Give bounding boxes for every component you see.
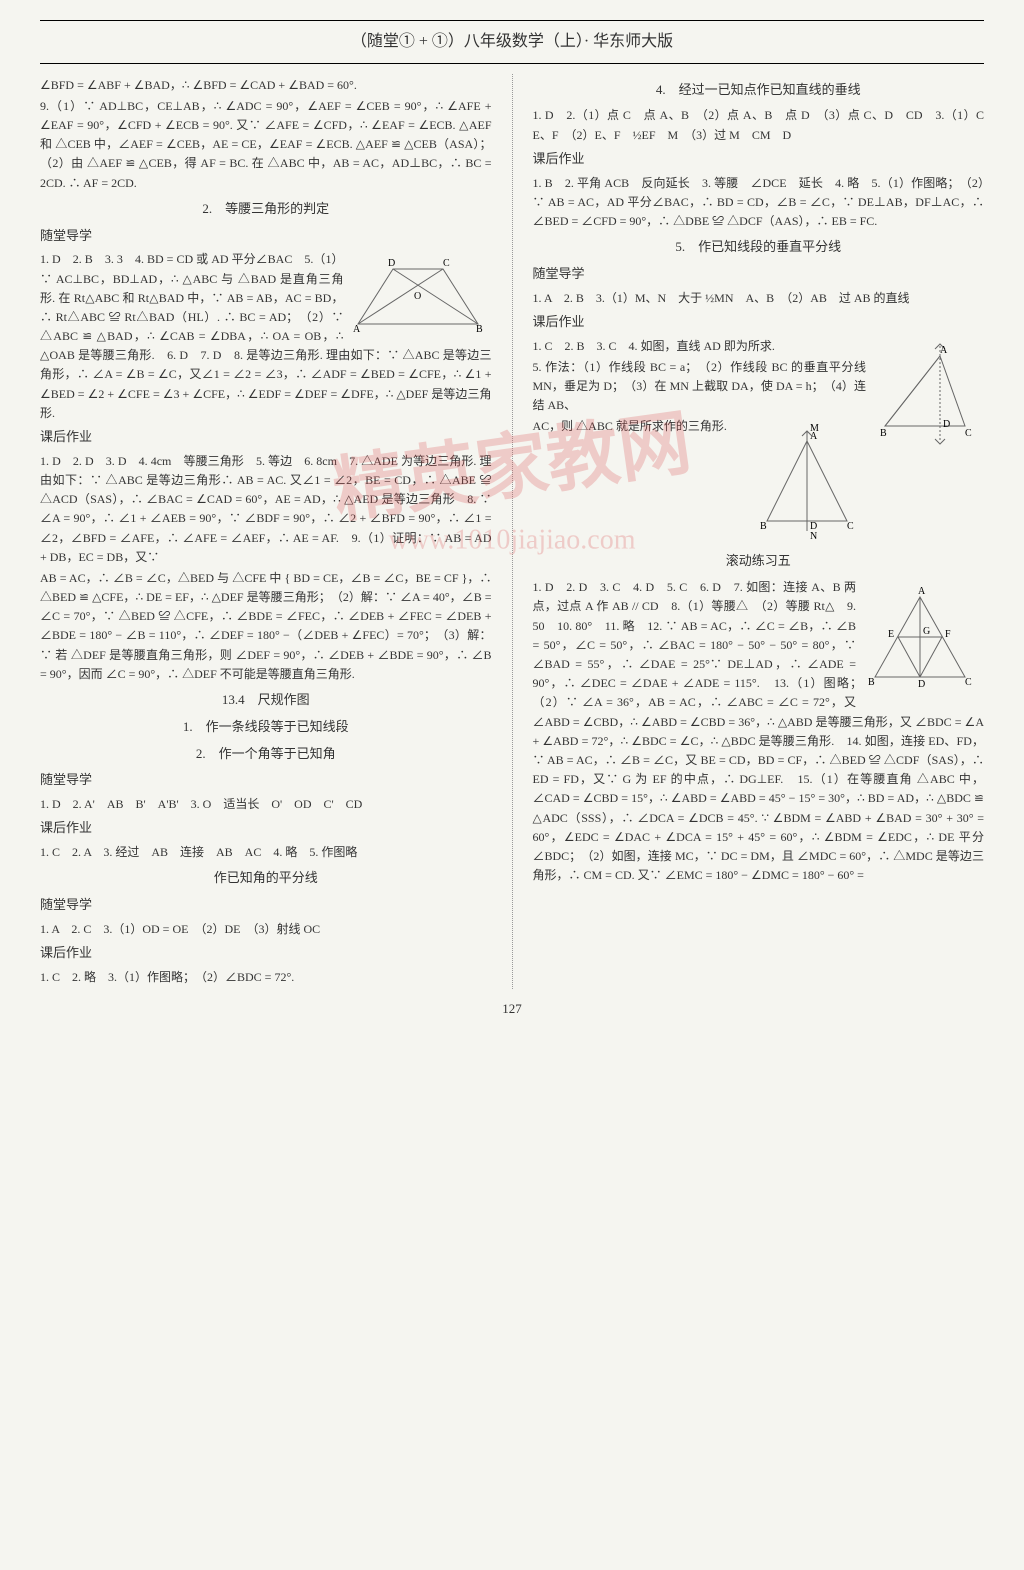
svg-text:D: D <box>918 679 925 690</box>
svg-text:B: B <box>868 677 875 688</box>
subsection-label: 课后作业 <box>40 943 492 964</box>
subsection-label: 随堂导学 <box>40 226 492 247</box>
svg-text:M: M <box>810 423 819 434</box>
svg-text:E: E <box>888 629 894 640</box>
subsection-label: 课后作业 <box>40 818 492 839</box>
svg-text:B: B <box>760 521 767 532</box>
section-title: 13.4 尺规作图 <box>40 690 492 711</box>
svg-text:C: C <box>965 677 972 688</box>
svg-text:A: A <box>940 345 948 356</box>
svg-text:D: D <box>943 419 950 430</box>
svg-text:F: F <box>945 629 951 640</box>
page-header: （随堂① + ①）八年级数学（上）· 华东师大版 <box>40 20 984 64</box>
section-title: 1. 作一条线段等于已知线段 <box>40 717 492 738</box>
section-title: 作已知角的平分线 <box>40 868 492 889</box>
page-number: 127 <box>40 999 984 1020</box>
section-title: 2. 等腰三角形的判定 <box>40 199 492 220</box>
section-title: 滚动练习五 <box>533 551 985 572</box>
text-block: 1. D 2. A' AB B' A'B' 3. O 适当长 O' OD C' … <box>40 795 492 814</box>
triangle-figure-4: A B C D E F G <box>860 582 980 692</box>
subsection-label: 课后作业 <box>533 149 985 170</box>
svg-text:G: G <box>923 626 930 637</box>
subsection-label: 随堂导学 <box>533 264 985 285</box>
text-block: 1. C 2. 略 3.（1）作图略； （2）∠BDC = 72°. <box>40 968 492 987</box>
svg-text:D: D <box>388 258 395 269</box>
subsection-label: 课后作业 <box>533 312 985 333</box>
svg-text:N: N <box>810 531 817 541</box>
text-block: ∠BFD = ∠ABF + ∠BAD，∴ ∠BFD = ∠CAD + ∠BAD … <box>40 76 492 95</box>
triangle-figure-3: A B C D M N <box>752 421 862 541</box>
content-columns: ∠BFD = ∠ABF + ∠BAD，∴ ∠BFD = ∠CAD + ∠BAD … <box>40 74 984 990</box>
svg-text:A: A <box>918 586 926 597</box>
subsection-label: 随堂导学 <box>40 770 492 791</box>
svg-text:A: A <box>353 324 361 334</box>
section-title: 4. 经过一已知点作已知直线的垂线 <box>533 80 985 101</box>
text-block: 1. A 2. B 3.（1）M、N 大于 ½MN A、B （2）AB 过 AB… <box>533 289 985 308</box>
svg-text:C: C <box>965 428 972 439</box>
svg-text:B: B <box>880 428 887 439</box>
text-block: AB = AC，∴ ∠B = ∠C，△BED 与 △CFE 中 { BD = C… <box>40 569 492 684</box>
svg-text:B: B <box>476 324 483 334</box>
text-block: 1. D 2.（1）点 C 点 A、B （2）点 A、B 点 D （3）点 C、… <box>533 106 985 144</box>
svg-text:C: C <box>847 521 854 532</box>
left-column: ∠BFD = ∠ABF + ∠BAD，∴ ∠BFD = ∠CAD + ∠BAD … <box>40 74 492 990</box>
text-block: 1. C 2. A 3. 经过 AB 连接 AB AC 4. 略 5. 作图略 <box>40 843 492 862</box>
svg-text:C: C <box>443 258 450 269</box>
text-block: 1. D 2. D 3. D 4. 4cm 等腰三角形 5. 等边 6. 8cm… <box>40 452 492 567</box>
triangle-figure-1: A B C D O <box>348 254 488 334</box>
subsection-label: 课后作业 <box>40 427 492 448</box>
text-block: 1. B 2. 平角 ACB 反向延长 3. 等腰 ∠DCE 延长 4. 略 5… <box>533 174 985 232</box>
text-block: 9.（1）∵ AD⊥BC，CE⊥AB，∴ ∠ADC = 90°，∠AEF = ∠… <box>40 97 492 193</box>
subsection-label: 随堂导学 <box>40 895 492 916</box>
svg-text:O: O <box>414 291 421 302</box>
text-block: 1. A 2. C 3.（1）OD = OE （2）DE （3）射线 OC <box>40 920 492 939</box>
triangle-figure-2: A B C D <box>870 341 980 451</box>
section-title: 5. 作已知线段的垂直平分线 <box>533 237 985 258</box>
right-column: 4. 经过一已知点作已知直线的垂线 1. D 2.（1）点 C 点 A、B （2… <box>512 74 985 990</box>
section-title: 2. 作一个角等于已知角 <box>40 744 492 765</box>
